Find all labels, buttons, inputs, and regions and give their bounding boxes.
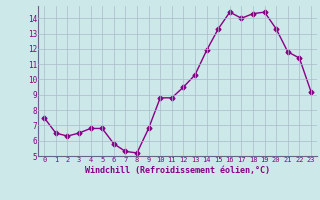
X-axis label: Windchill (Refroidissement éolien,°C): Windchill (Refroidissement éolien,°C) xyxy=(85,166,270,175)
